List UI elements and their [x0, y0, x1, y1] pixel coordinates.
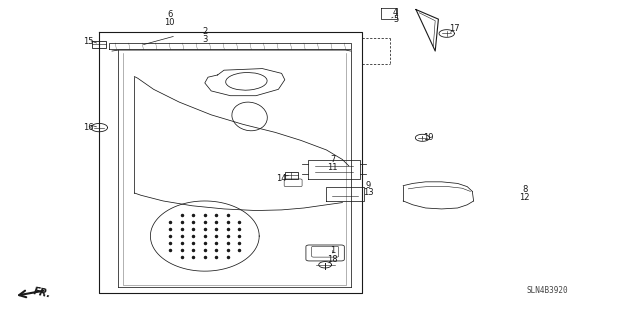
- Text: 15: 15: [83, 37, 93, 46]
- Text: 12: 12: [520, 193, 530, 202]
- Text: 19: 19: [424, 133, 434, 142]
- Text: 14: 14: [276, 174, 287, 183]
- Text: 2: 2: [202, 27, 207, 36]
- Bar: [92, 41, 106, 48]
- Text: 9: 9: [365, 181, 371, 189]
- Text: 6: 6: [167, 10, 172, 19]
- Text: 17: 17: [449, 24, 460, 33]
- Bar: [285, 172, 298, 179]
- Text: 5: 5: [393, 15, 398, 24]
- Text: 4: 4: [393, 8, 398, 17]
- Text: 18: 18: [328, 255, 338, 263]
- Text: 10: 10: [164, 18, 175, 27]
- Text: 7: 7: [330, 155, 335, 164]
- Text: 8: 8: [522, 185, 527, 194]
- Text: SLN4B3920: SLN4B3920: [526, 286, 568, 295]
- Text: 13: 13: [363, 188, 373, 197]
- Text: 11: 11: [328, 163, 338, 172]
- Text: 1: 1: [330, 246, 335, 255]
- Text: 3: 3: [202, 35, 207, 44]
- Text: 16: 16: [83, 123, 93, 132]
- Text: FR.: FR.: [32, 286, 52, 299]
